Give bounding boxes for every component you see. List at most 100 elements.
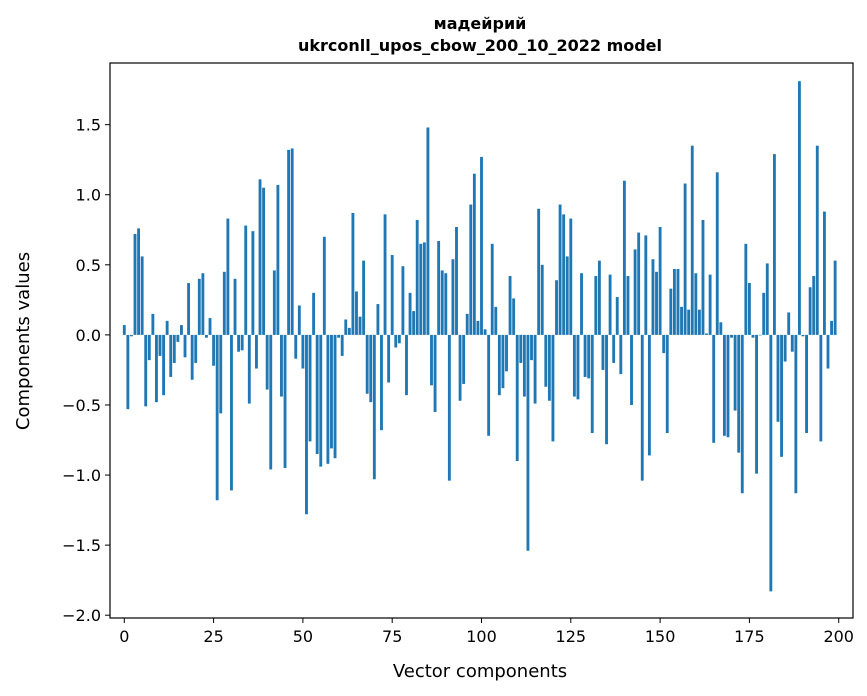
bar-22 (201, 273, 205, 335)
bar-41 (269, 334, 273, 470)
bar-92 (451, 259, 455, 335)
bar-181 (769, 334, 773, 592)
bar-62 (344, 319, 348, 335)
bar-128 (580, 273, 583, 335)
bar-151 (662, 334, 666, 354)
bar-9 (155, 334, 158, 403)
bar-193 (812, 276, 816, 335)
bar-86 (430, 334, 433, 386)
chart-title-line-1: мадейрий (434, 14, 527, 33)
bar-103 (490, 243, 494, 335)
bar-133 (597, 260, 601, 335)
bar-42 (272, 270, 276, 335)
bar-122 (558, 204, 562, 335)
bar-125 (569, 218, 573, 335)
bar-185 (783, 334, 787, 362)
bar-173 (740, 334, 744, 494)
bar-21 (197, 278, 201, 335)
bar-120 (551, 334, 555, 442)
chart-title-line-2: ukrconll_upos_cbow_200_10_2022 model (298, 36, 662, 55)
bar-121 (555, 280, 558, 335)
bar-140 (622, 180, 626, 335)
bar-198 (830, 320, 833, 335)
bar-95 (462, 334, 466, 384)
bar-146 (644, 235, 648, 335)
bar-97 (469, 204, 473, 335)
bar-75 (390, 255, 394, 335)
bar-34 (244, 225, 248, 335)
bar-70 (372, 334, 376, 480)
bar-11 (162, 334, 166, 396)
x-tick-label: 50 (293, 627, 313, 646)
bar-168 (722, 334, 726, 436)
x-axis-label: Vector components (393, 661, 567, 682)
bar-66 (358, 316, 362, 335)
bar-135 (605, 334, 608, 445)
bar-93 (455, 226, 458, 335)
bar-149 (655, 271, 658, 335)
bar-158 (687, 309, 691, 335)
bar-177 (755, 334, 758, 474)
bar-119 (547, 334, 551, 401)
bar-26 (215, 334, 219, 501)
bar-10 (158, 334, 162, 356)
bar-36 (251, 231, 255, 335)
bar-154 (672, 269, 676, 335)
bar-94 (458, 334, 462, 401)
bar-129 (583, 334, 587, 377)
x-tick-label: 100 (466, 627, 497, 646)
x-tick-label: 0 (119, 627, 129, 646)
x-tick-label: 200 (823, 627, 854, 646)
bar-45 (283, 334, 287, 469)
bar-157 (683, 183, 687, 335)
y-ticks-group: −2.0 −1.5 −1.0 −0.5 0.0 0.5 1.0 1.5 (62, 116, 110, 625)
bar-179 (762, 292, 766, 335)
bar-81 (412, 311, 416, 335)
bar-105 (497, 334, 501, 396)
bar-106 (501, 334, 505, 389)
y-tick-label: 0.0 (76, 326, 101, 345)
bar-2 (130, 334, 133, 337)
bar-166 (715, 172, 719, 335)
x-tick-label: 125 (556, 627, 587, 646)
bar-51 (305, 334, 308, 515)
bar-143 (633, 249, 637, 335)
bar-139 (619, 334, 623, 375)
bar-99 (476, 320, 480, 335)
x-tick-label: 75 (382, 627, 402, 646)
bar-24 (208, 318, 212, 335)
bar-169 (726, 334, 730, 438)
bar-113 (526, 334, 530, 551)
bar-98 (472, 173, 476, 335)
bar-67 (362, 260, 366, 335)
bar-44 (280, 334, 283, 397)
bar-1 (126, 334, 130, 410)
bar-96 (465, 313, 469, 335)
bar-35 (247, 334, 251, 404)
bar-49 (297, 305, 301, 335)
bar-101 (483, 329, 487, 335)
bar-174 (744, 243, 748, 335)
bar-87 (433, 334, 437, 412)
bar-110 (515, 334, 519, 462)
bar-117 (540, 264, 544, 335)
bar-19 (190, 334, 194, 380)
bar-108 (508, 276, 512, 335)
bar-5 (140, 256, 144, 335)
y-tick-label: −1.5 (62, 536, 101, 555)
bar-65 (355, 291, 358, 335)
bar-18 (187, 283, 191, 335)
bar-186 (787, 312, 791, 335)
bar-199 (833, 260, 837, 335)
bar-175 (747, 283, 751, 335)
bar-7 (147, 334, 151, 361)
bar-83 (419, 243, 423, 335)
bar-77 (397, 334, 401, 344)
bar-184 (780, 334, 783, 457)
bar-115 (533, 334, 537, 404)
bar-40 (265, 334, 269, 390)
bar-155 (676, 269, 680, 335)
bar-187 (790, 334, 794, 352)
bar-148 (651, 259, 655, 335)
